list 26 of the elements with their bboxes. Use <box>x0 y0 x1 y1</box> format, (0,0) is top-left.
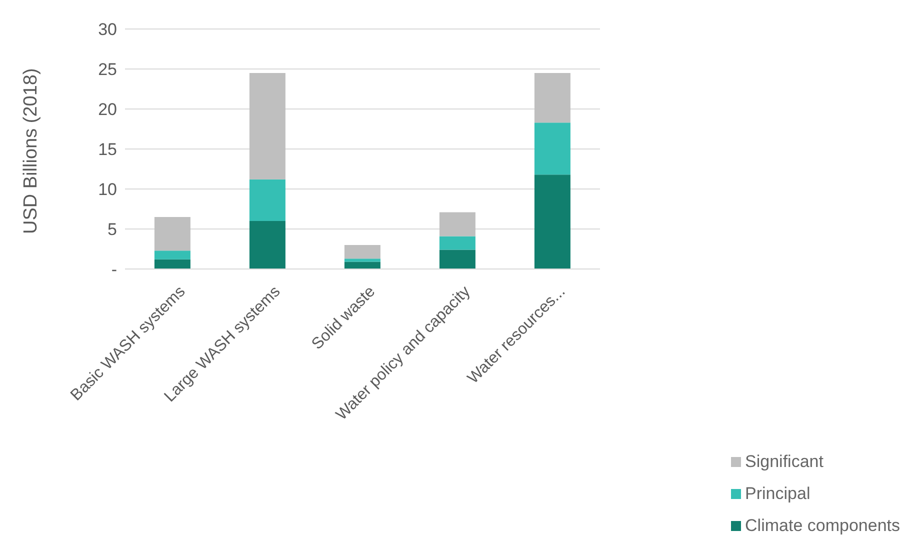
bar <box>154 259 190 269</box>
y-tick-label: 25 <box>98 60 117 80</box>
bar <box>344 258 380 262</box>
y-tick-label: 5 <box>108 220 117 240</box>
bar <box>439 236 476 250</box>
bar <box>534 122 570 175</box>
y-tick-label: 30 <box>98 20 117 40</box>
legend-label: Climate components <box>745 516 900 536</box>
y-tick-label: - <box>111 260 117 280</box>
bar <box>249 179 286 221</box>
bar <box>249 221 286 269</box>
bar <box>439 212 476 236</box>
bar <box>344 262 380 269</box>
y-tick-label: 20 <box>98 100 117 120</box>
bar <box>534 174 570 269</box>
y-axis-title: USD Billions (2018) <box>20 68 42 234</box>
legend-label: Principal <box>745 484 810 504</box>
bar <box>154 217 190 251</box>
bar <box>439 250 476 269</box>
bar <box>344 245 380 259</box>
y-tick-label: 15 <box>98 140 117 160</box>
bar <box>534 73 570 123</box>
bar <box>154 250 190 260</box>
bar <box>249 73 286 180</box>
legend-label: Significant <box>745 452 824 472</box>
y-tick-label: 10 <box>98 180 117 200</box>
